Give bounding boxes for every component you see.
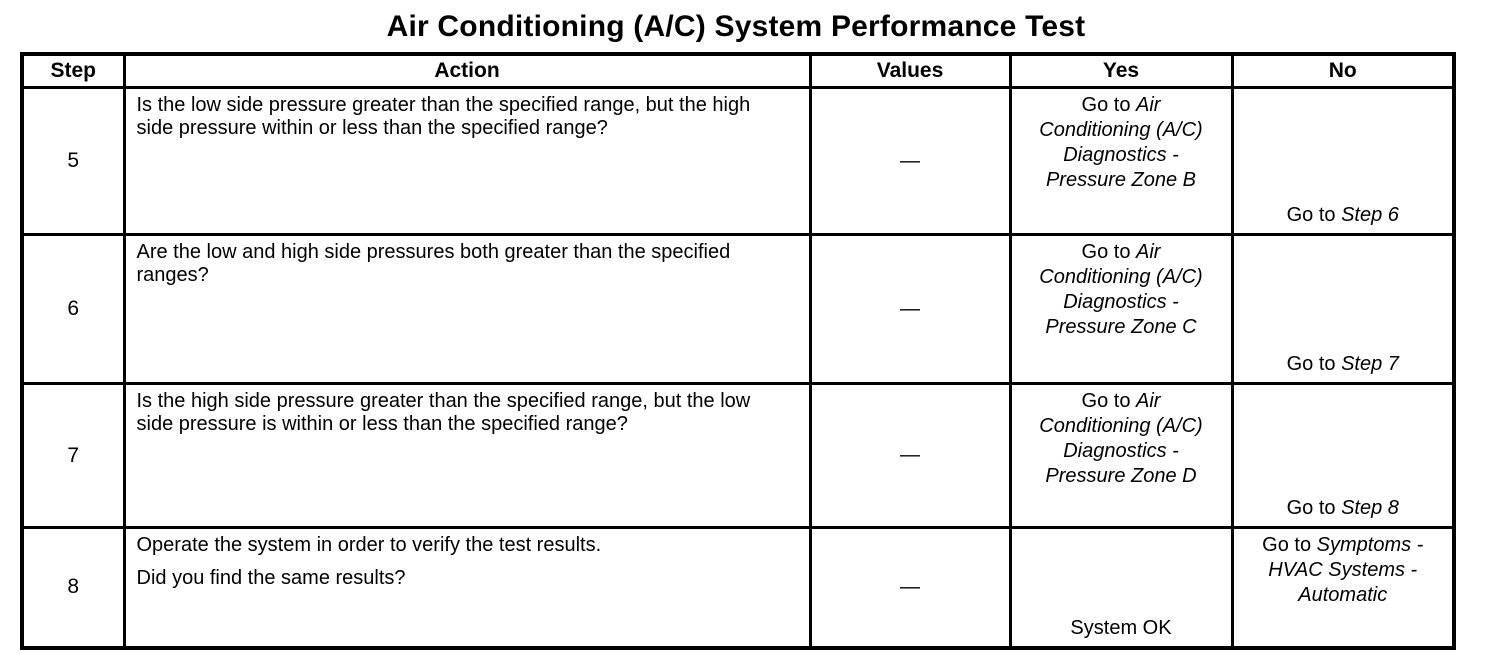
page-title: Air Conditioning (A/C) System Performanc… bbox=[386, 10, 1086, 43]
step-number: 8 bbox=[20, 526, 126, 649]
values-cell: — bbox=[808, 233, 1012, 385]
yes-cell: Go to Air Conditioning (A/C) Diagnostics… bbox=[1008, 233, 1234, 385]
values-cell: — bbox=[808, 86, 1012, 236]
table-row-step-5: 5 Is the low side pressure greater than … bbox=[20, 86, 1456, 236]
no-cell: Go to Step 8 bbox=[1230, 382, 1456, 529]
step-number: 6 bbox=[20, 233, 126, 385]
yes-cell: System OK bbox=[1008, 526, 1234, 649]
table-row-step-8: 8 Operate the system in order to verify … bbox=[20, 526, 1456, 649]
table-row-step-6: 6 Are the low and high side pressures bo… bbox=[20, 233, 1456, 385]
no-cell: Go to Step 6 bbox=[1230, 86, 1456, 236]
no-cell: Go to Step 7 bbox=[1230, 233, 1456, 385]
action-cell: Are the low and high side pressures both… bbox=[122, 233, 812, 385]
action-text: Is the low side pressure greater than th… bbox=[136, 94, 751, 139]
yes-target-reference: Air Conditioning (A/C) Diagnostics - Pre… bbox=[1039, 390, 1203, 487]
action-cell: Is the low side pressure greater than th… bbox=[122, 86, 812, 236]
document-page: Air Conditioning (A/C) System Performanc… bbox=[20, 0, 1456, 650]
yes-cell: Go to Air Conditioning (A/C) Diagnostics… bbox=[1008, 86, 1234, 236]
performance-test-table: Step Action Values Yes No 5 Is the low s… bbox=[20, 52, 1456, 650]
yes-target-reference: Air Conditioning (A/C) Diagnostics - Pre… bbox=[1039, 94, 1203, 191]
action-text: Is the high side pressure greater than t… bbox=[136, 390, 751, 435]
action-cell: Operate the system in order to verify th… bbox=[122, 526, 812, 649]
no-target-reference: Step 7 bbox=[1341, 353, 1399, 375]
table-row-step-7: 7 Is the high side pressure greater than… bbox=[20, 382, 1456, 529]
no-cell: Go to Symptoms - HVAC Systems - Automati… bbox=[1230, 526, 1456, 649]
action-text: Are the low and high side pressures both… bbox=[136, 241, 731, 286]
no-target-reference: Step 6 bbox=[1341, 204, 1399, 226]
step-number: 7 bbox=[20, 382, 126, 529]
no-prefix: Go to bbox=[1286, 204, 1336, 226]
column-header-values: Values bbox=[808, 52, 1012, 89]
step-number: 5 bbox=[20, 86, 126, 236]
yes-prefix: Go to bbox=[1081, 241, 1131, 263]
column-header-step: Step bbox=[20, 52, 126, 89]
action-cell: Is the high side pressure greater than t… bbox=[122, 382, 812, 529]
yes-result-text: System OK bbox=[1070, 616, 1172, 639]
no-target-reference: Symptoms - HVAC Systems - Automatic bbox=[1268, 534, 1424, 606]
yes-target-reference: Air Conditioning (A/C) Diagnostics - Pre… bbox=[1039, 241, 1203, 338]
action-text: Operate the system in order to verify th… bbox=[136, 534, 602, 556]
yes-prefix: Go to bbox=[1081, 390, 1131, 412]
no-prefix: Go to bbox=[1262, 534, 1312, 556]
action-text-line2: Did you find the same results? bbox=[136, 567, 406, 589]
no-prefix: Go to bbox=[1286, 497, 1336, 519]
no-prefix: Go to bbox=[1286, 353, 1336, 375]
column-header-action: Action bbox=[122, 52, 812, 89]
yes-cell: Go to Air Conditioning (A/C) Diagnostics… bbox=[1008, 382, 1234, 529]
values-cell: — bbox=[808, 382, 1012, 529]
yes-prefix: Go to bbox=[1081, 94, 1131, 116]
table-header-row: Step Action Values Yes No bbox=[20, 52, 1456, 89]
column-header-no: No bbox=[1230, 52, 1456, 89]
column-header-yes: Yes bbox=[1008, 52, 1234, 89]
values-cell: — bbox=[808, 526, 1012, 649]
no-target-reference: Step 8 bbox=[1341, 497, 1399, 519]
